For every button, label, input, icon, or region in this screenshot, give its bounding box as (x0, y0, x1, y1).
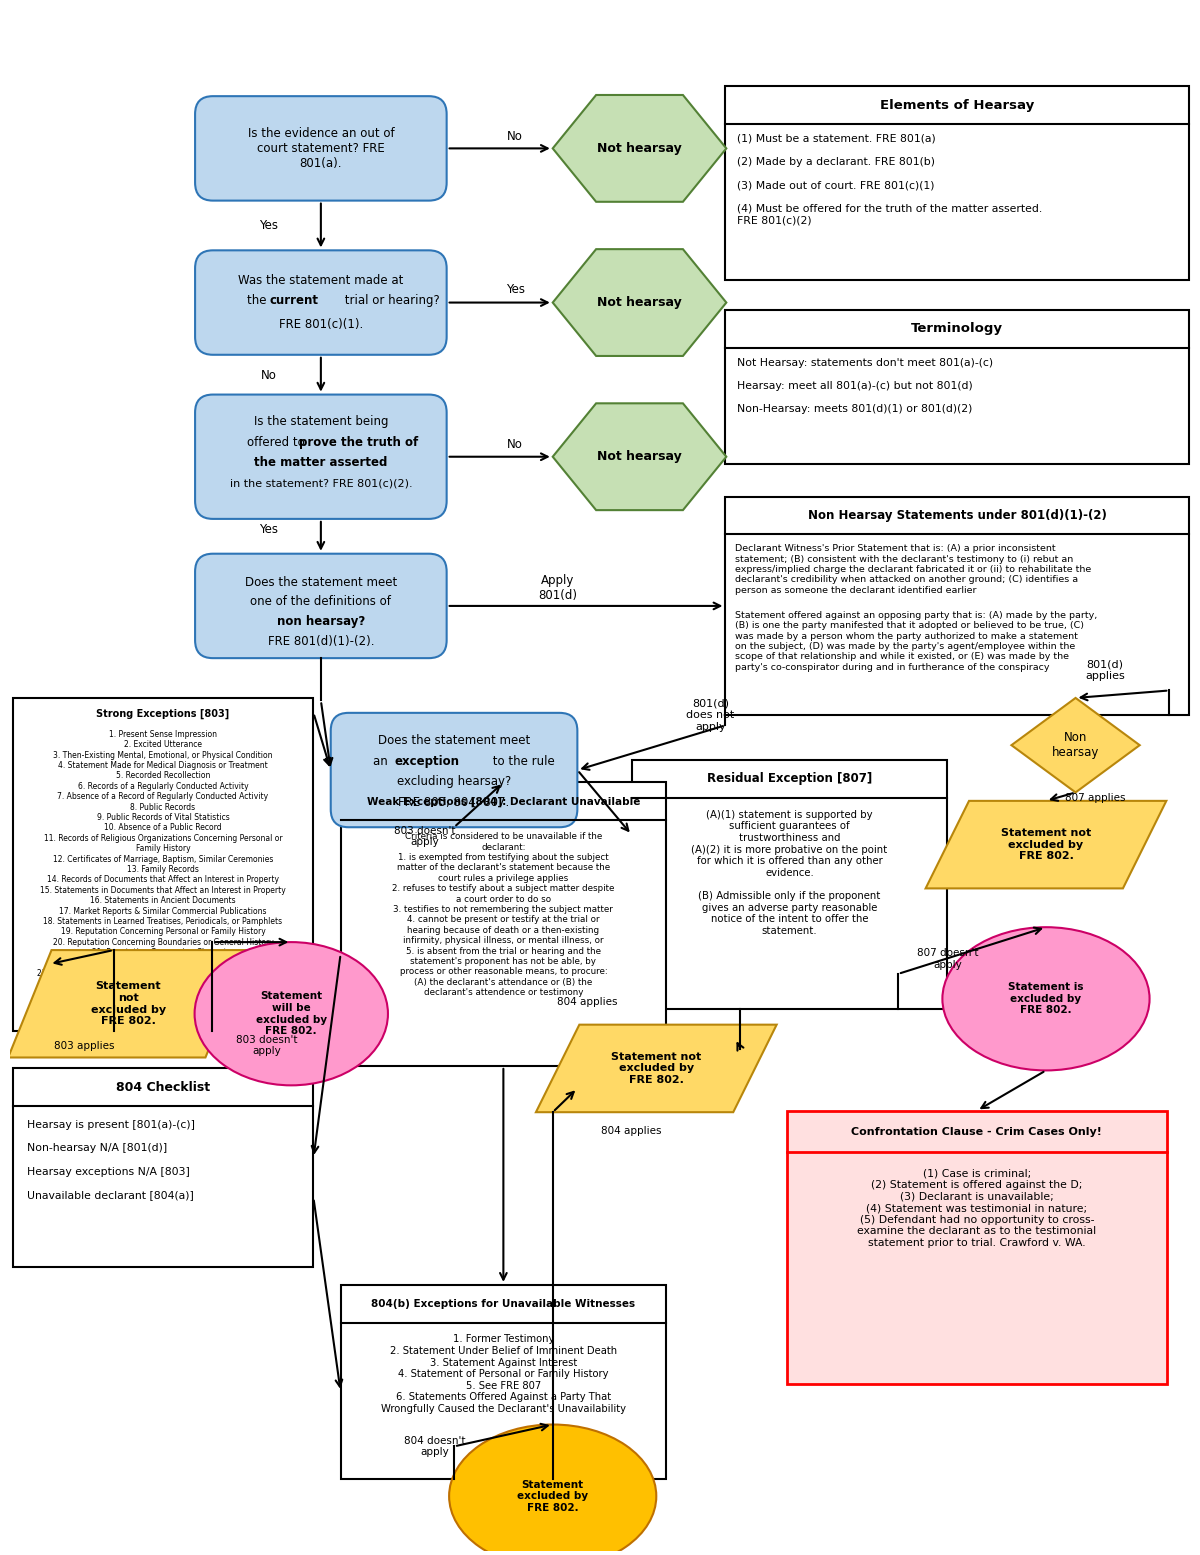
Text: 807 applies: 807 applies (1066, 793, 1126, 802)
FancyBboxPatch shape (196, 250, 446, 355)
Polygon shape (1012, 698, 1140, 793)
Polygon shape (925, 801, 1166, 888)
Text: an: an (373, 754, 391, 768)
Text: Not hearsay: Not hearsay (598, 142, 682, 156)
Ellipse shape (449, 1424, 656, 1555)
Polygon shape (8, 950, 248, 1057)
Text: Statement not
excluded by
FRE 802.: Statement not excluded by FRE 802. (611, 1051, 702, 1085)
Text: Was the statement made at: Was the statement made at (238, 274, 403, 288)
Text: Statement is
excluded by
FRE 802.: Statement is excluded by FRE 802. (1008, 983, 1084, 1015)
Text: (1) Must be a statement. FRE 801(a)

(2) Made by a declarant. FRE 801(b)

(3) Ma: (1) Must be a statement. FRE 801(a) (2) … (737, 134, 1043, 225)
Text: Apply
801(d): Apply 801(d) (538, 574, 577, 602)
Text: (A)(1) statement is supported by
sufficient guarantees of
trustworthiness and
(A: (A)(1) statement is supported by suffici… (691, 810, 888, 936)
Text: the matter asserted: the matter asserted (254, 456, 388, 470)
Text: 804 doesn't
apply: 804 doesn't apply (403, 1435, 466, 1457)
FancyBboxPatch shape (196, 96, 446, 201)
Text: Not hearsay: Not hearsay (598, 451, 682, 463)
Text: Yes: Yes (259, 219, 278, 232)
Text: No: No (508, 439, 523, 451)
FancyBboxPatch shape (331, 712, 577, 827)
Polygon shape (553, 403, 726, 510)
Bar (725, 496, 1189, 715)
Text: Not Hearsay: statements don't meet 801(a)-(c)

Hearsay: meet all 801(a)-(c) but : Not Hearsay: statements don't meet 801(a… (737, 358, 994, 414)
Text: Does the statement meet: Does the statement meet (245, 575, 397, 588)
Text: Statement
will be
excluded by
FRE 802.: Statement will be excluded by FRE 802. (256, 992, 326, 1036)
Text: non hearsay?: non hearsay? (277, 616, 365, 628)
Text: No: No (260, 369, 276, 381)
Text: FRE 803, 804, 807.: FRE 803, 804, 807. (398, 796, 510, 809)
Text: Non
hearsay: Non hearsay (1052, 731, 1099, 759)
Text: FRE 801(d)(1)-(2).: FRE 801(d)(1)-(2). (268, 636, 374, 648)
Text: Statement
not
excluded by
FRE 802.: Statement not excluded by FRE 802. (91, 981, 166, 1026)
Text: exception: exception (395, 754, 460, 768)
Text: 803 applies: 803 applies (54, 1040, 114, 1051)
Text: Confrontation Clause - Crim Cases Only!: Confrontation Clause - Crim Cases Only! (852, 1126, 1103, 1137)
Text: the: the (247, 294, 270, 306)
Bar (725, 86, 1189, 280)
Text: Yes: Yes (505, 283, 524, 295)
Text: (1) Case is criminal;
(2) Statement is offered against the D;
(3) Declarant is u: (1) Case is criminal; (2) Statement is o… (857, 1168, 1097, 1249)
FancyBboxPatch shape (196, 554, 446, 658)
Text: Terminology: Terminology (911, 322, 1003, 336)
Text: 803 doesn't
apply: 803 doesn't apply (236, 1034, 298, 1056)
Polygon shape (553, 95, 726, 202)
Text: 807 doesn't
apply: 807 doesn't apply (917, 949, 978, 970)
Text: in the statement? FRE 801(c)(2).: in the statement? FRE 801(c)(2). (229, 479, 412, 488)
FancyBboxPatch shape (196, 395, 446, 519)
Text: Weak Exceptions [804]: Declarant Unavailable: Weak Exceptions [804]: Declarant Unavail… (367, 796, 640, 807)
Text: 801(d)
applies: 801(d) applies (1085, 659, 1126, 681)
Text: Non Hearsay Statements under 801(d)(1)-(2): Non Hearsay Statements under 801(d)(1)-(… (808, 508, 1106, 522)
Text: 804 Checklist: 804 Checklist (116, 1081, 210, 1093)
Bar (341, 1284, 666, 1479)
Text: Not hearsay: Not hearsay (598, 295, 682, 309)
Text: 804 applies: 804 applies (601, 1126, 662, 1137)
Bar (631, 760, 947, 1009)
Text: offered to: offered to (247, 437, 308, 449)
Text: Is the statement being: Is the statement being (253, 415, 388, 429)
Text: 1. Former Testimony
2. Statement Under Belief of Imminent Death
3. Statement Aga: 1. Former Testimony 2. Statement Under B… (380, 1334, 626, 1413)
Text: 1. Present Sense Impression
2. Excited Utterance
3. Then-Existing Mental, Emotio: 1. Present Sense Impression 2. Excited U… (37, 729, 289, 989)
Text: No: No (508, 131, 523, 143)
Text: Elements of Hearsay: Elements of Hearsay (880, 98, 1034, 112)
Polygon shape (536, 1025, 776, 1112)
Text: Declarant Witness's Prior Statement that is: (A) a prior inconsistent
statement;: Declarant Witness's Prior Statement that… (736, 544, 1092, 596)
Text: 801(d)
does not
apply: 801(d) does not apply (686, 698, 734, 732)
Text: 804(b) Exceptions for Unavailable Witnesses: 804(b) Exceptions for Unavailable Witnes… (371, 1298, 636, 1309)
Text: current: current (270, 294, 318, 306)
Text: Hearsay is present [801(a)-(c)]

Non-hearsay N/A [801(d)]

Hearsay exceptions N/: Hearsay is present [801(a)-(c)] Non-hear… (28, 1120, 196, 1200)
Text: Strong Exceptions [803]: Strong Exceptions [803] (96, 709, 229, 718)
Text: Residual Exception [807]: Residual Exception [807] (707, 773, 872, 785)
Text: Statement
excluded by
FRE 802.: Statement excluded by FRE 802. (517, 1479, 588, 1513)
Text: Criteria is considered to be unavailable if the
declarant:
1. is exempted from t: Criteria is considered to be unavailable… (392, 832, 614, 997)
Polygon shape (553, 249, 726, 356)
Ellipse shape (942, 927, 1150, 1070)
Text: trial or hearing?: trial or hearing? (341, 294, 439, 306)
Text: Is the evidence an out of
court statement? FRE
801(a).: Is the evidence an out of court statemen… (247, 128, 394, 169)
Text: 804 applies: 804 applies (557, 997, 618, 1006)
Text: Statement not
excluded by
FRE 802.: Statement not excluded by FRE 802. (1001, 829, 1091, 861)
Text: Yes: Yes (259, 522, 278, 536)
Bar (341, 782, 666, 1065)
Text: to the rule: to the rule (488, 754, 554, 768)
Text: Statement offered against an opposing party that is: (A) made by the party,
(B) : Statement offered against an opposing pa… (736, 611, 1098, 672)
Text: Does the statement meet: Does the statement meet (378, 734, 530, 746)
Bar (12, 698, 313, 1031)
Text: prove the truth of: prove the truth of (299, 437, 419, 449)
Bar (725, 309, 1189, 465)
Ellipse shape (194, 942, 388, 1085)
Text: 803 doesn't
apply: 803 doesn't apply (394, 826, 455, 847)
Bar (787, 1110, 1166, 1384)
Text: FRE 801(c)(1).: FRE 801(c)(1). (278, 317, 362, 331)
Text: excluding hearsay?: excluding hearsay? (397, 776, 511, 788)
Bar (12, 1068, 313, 1267)
Text: one of the definitions of: one of the definitions of (251, 596, 391, 608)
